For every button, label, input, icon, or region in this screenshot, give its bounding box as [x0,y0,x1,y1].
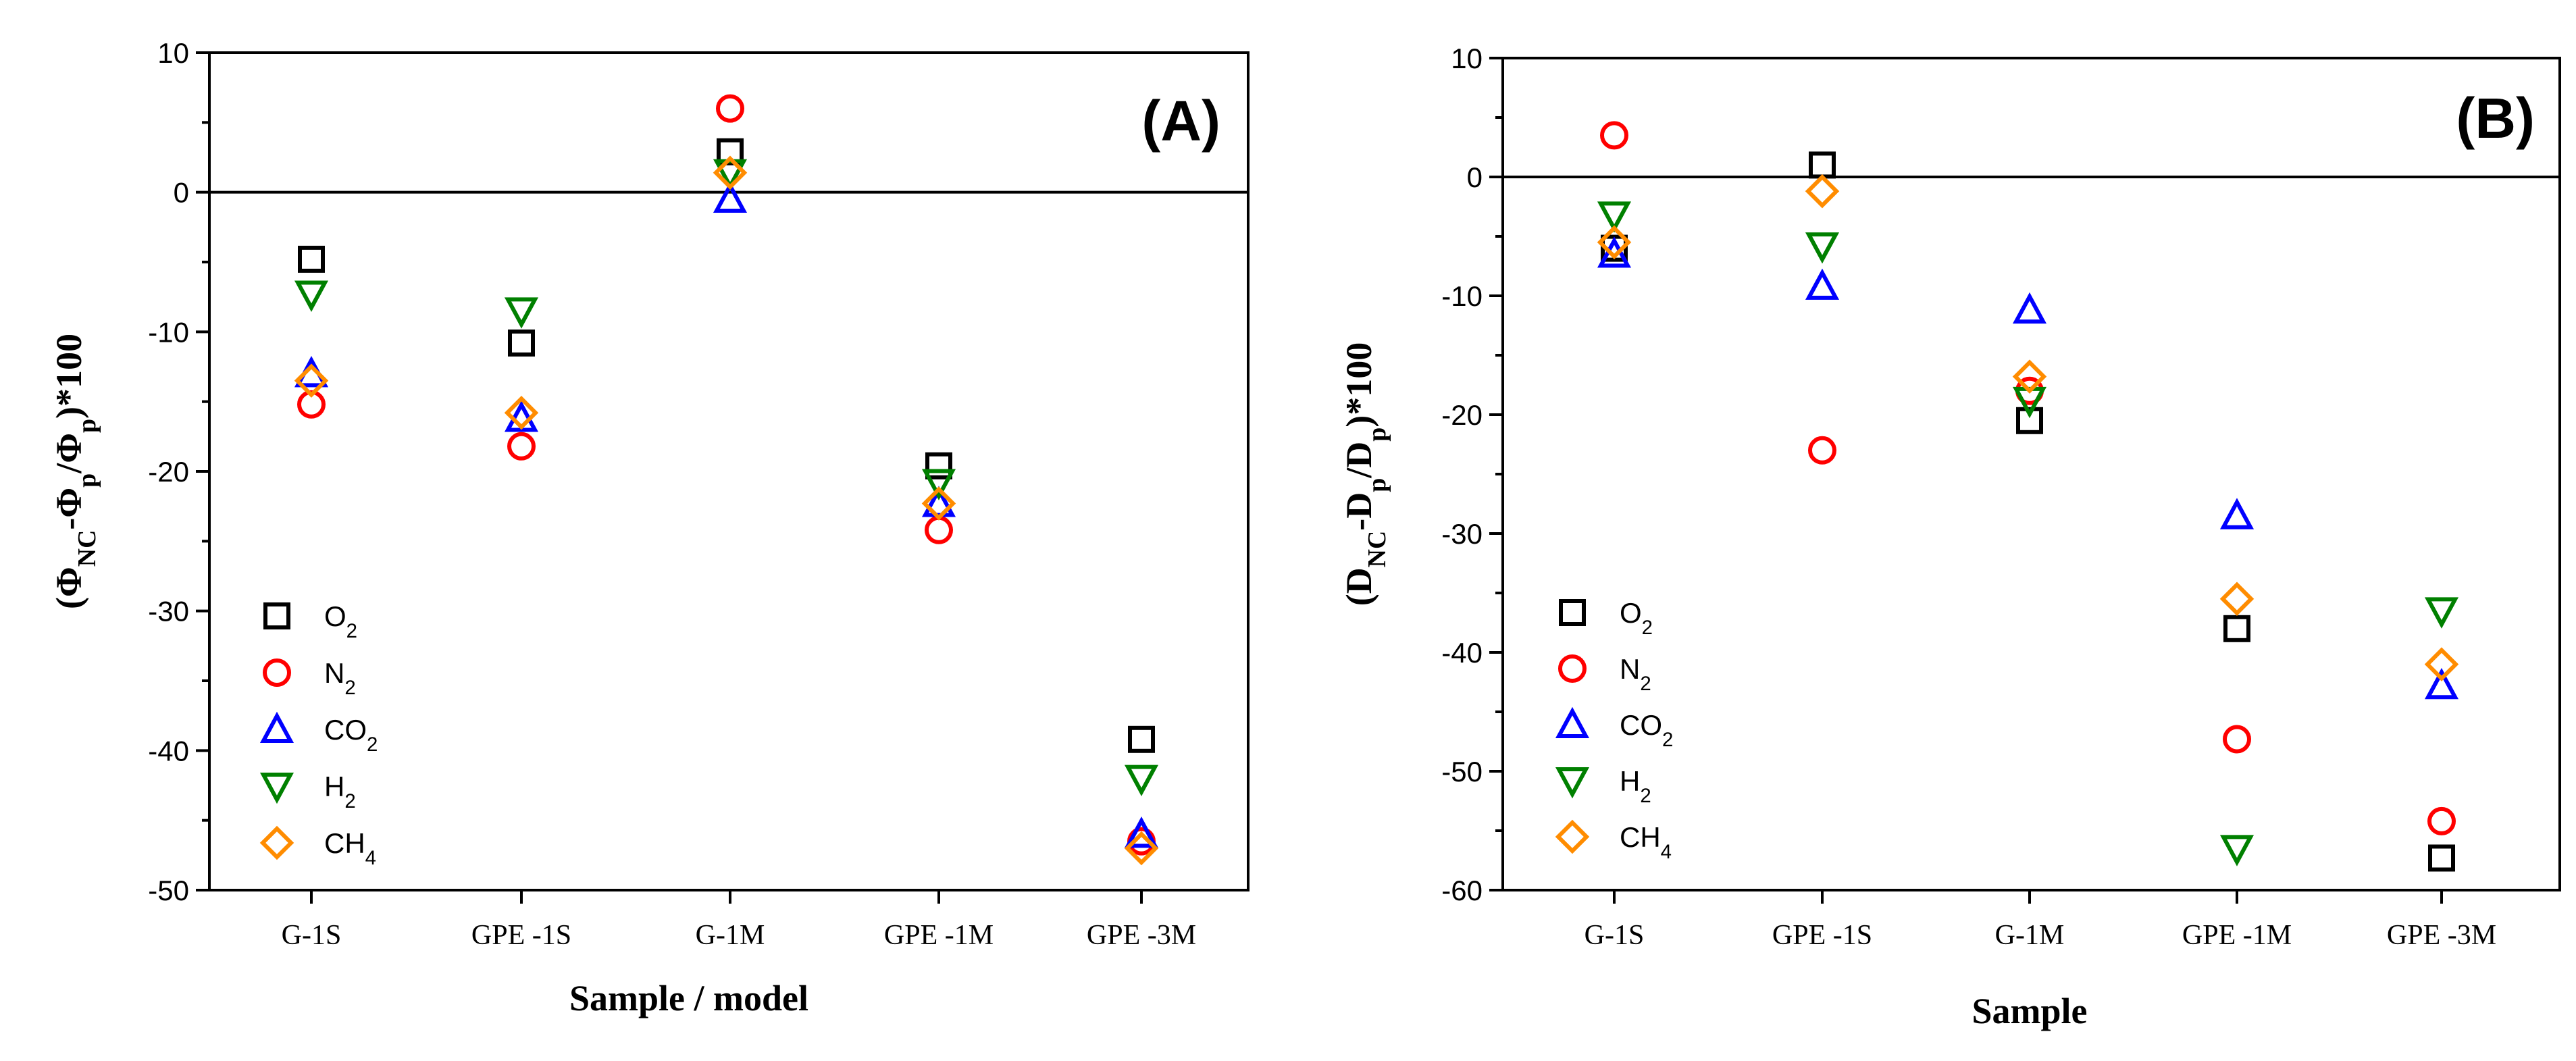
data-point-o2 [925,452,952,480]
y-axis-label: (DNC-Dp/Dp)*100 [1339,342,1391,606]
plot-frame [208,51,1250,891]
y-tick-label: 10 [1451,43,1483,74]
legend-marker-ch4 [259,825,294,860]
data-point-co2 [2424,667,2459,700]
data-point-o2 [298,245,325,273]
panel-label: (B) [2456,86,2535,150]
panel-label: (A) [1141,89,1220,153]
y-tick-label: -20 [148,456,189,488]
data-point-o2 [508,329,535,357]
data-point-n2 [925,515,953,544]
legend-label-ch4: CH4 [1620,821,1672,863]
data-point-o2 [2016,407,2043,434]
data-point-co2 [713,181,748,213]
x-tick-label: GPE -1S [471,920,571,951]
data-point-n2 [507,432,536,461]
legend-label-n2: N2 [324,657,356,699]
plot-frame [1501,57,2561,891]
y-tick-label: 0 [1467,161,1483,193]
x-axis-label: Sample [1972,991,2087,1031]
legend: O2 N2 CO2 H2 CH4 [259,600,378,869]
data-point-co2 [1597,236,1632,268]
y-tick-label: -50 [1441,756,1483,787]
x-axis-label: Sample / model [569,978,808,1018]
data-point-n2 [2427,806,2456,835]
data-point-n2 [2223,725,2251,754]
data-point-h2 [2424,597,2459,629]
x-tick-label: G-1S [1585,920,1645,951]
data-point-ch4 [504,395,539,430]
legend-marker-co2 [1555,706,1590,738]
data-point-o2 [2223,615,2250,642]
data-point-o2 [2428,844,2455,872]
legend: O2 N2 CO2 H2 CH4 [1555,597,1673,863]
data-point-h2 [1805,232,1840,264]
x-tick-label: GPE -1M [884,920,994,951]
y-tick-label: -30 [148,596,189,627]
y-tick-label: 10 [157,37,189,69]
data-point-o2 [1128,725,1155,753]
chart-panel-a: 10 0 -10 -20 -30 -40 -50 G-1S GPE -1S G-1M GPE -1M… [49,37,1250,1018]
data-point-h2 [1124,765,1159,796]
data-point-h2 [921,469,956,500]
y-tick-label: -60 [1441,875,1483,906]
y-tick-label: -40 [1441,637,1483,669]
chart-panel-b: 10 0 -10 -20 -30 -40 -50 -60 G-1S GPE -1S G-1M GPE … [1339,43,2561,1031]
legend-marker-n2 [1558,654,1587,683]
x-tick-label: GPE -1S [1772,920,1872,951]
x-tick-label: G-1S [282,920,342,951]
x-tick-label: GPE -3M [1087,920,1196,951]
data-point-n2 [1600,121,1628,150]
data-point-co2 [1124,817,1159,848]
legend-marker-h2 [1555,767,1590,799]
data-point-ch4 [294,363,329,398]
x-tick-label: G-1M [696,920,765,951]
legend-label-ch4: CH4 [324,827,376,869]
legend-label-o2: O2 [1620,597,1653,639]
legend-label-h2: H2 [324,771,356,812]
data-point-o2 [1809,151,1836,179]
legend-label-o2: O2 [324,600,357,642]
legend-marker-n2 [263,658,291,687]
legend-label-h2: H2 [1620,765,1651,807]
y-axis-label: (ΦNC-Φp/Φp)*100 [49,334,101,609]
data-point-co2 [2219,498,2255,529]
data-point-co2 [1805,268,1840,300]
data-point-ch4 [921,486,956,521]
data-point-h2 [1597,201,1632,233]
data-point-ch4 [1597,225,1632,260]
legend-label-co2: CO2 [324,714,378,756]
legend-label-n2: N2 [1620,653,1651,695]
data-point-ch4 [2424,647,2459,681]
y-tick-label: -20 [1441,399,1483,431]
y-tick-label: -50 [148,875,189,906]
data-point-h2 [504,297,539,329]
x-tick-label: GPE -3M [2387,920,2496,951]
y-tick-label: -10 [1441,280,1483,312]
data-point-co2 [2012,292,2047,324]
data-point-ch4 [2012,359,2047,394]
legend-marker-o2 [1559,599,1586,626]
data-point-ch4 [1805,174,1840,209]
data-point-ch4 [2219,581,2255,617]
data-point-h2 [2219,835,2255,866]
y-tick-label: 0 [174,177,189,209]
y-tick-label: -10 [148,316,189,348]
data-point-n2 [1808,436,1836,465]
y-tick-label: -30 [1441,518,1483,550]
legend-marker-ch4 [1555,819,1590,854]
legend-marker-co2 [259,711,294,743]
data-point-h2 [294,280,329,312]
legend-marker-h2 [259,773,294,804]
x-tick-label: GPE -1M [2182,920,2292,951]
x-tick-label: G-1M [1995,920,2065,951]
y-tick-label: -40 [148,735,189,767]
data-point-n2 [716,94,744,123]
legend-marker-o2 [263,602,290,629]
data-point-ch4 [713,155,748,190]
data-point-ch4 [1124,831,1159,866]
legend-label-co2: CO2 [1620,709,1673,751]
